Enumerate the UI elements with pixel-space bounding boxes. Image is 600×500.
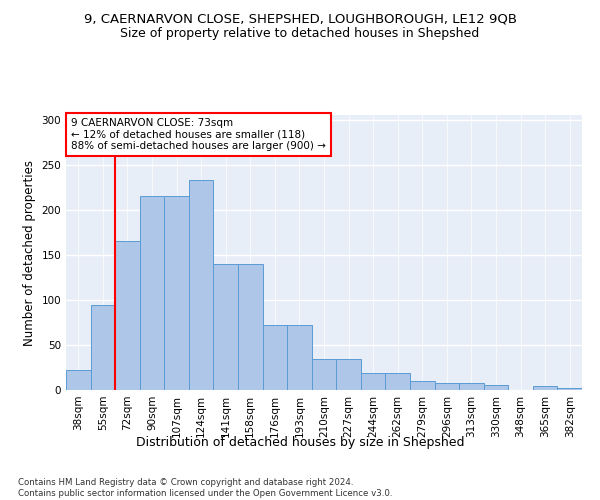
Bar xyxy=(115,241,140,390)
Text: 9 CAERNARVON CLOSE: 73sqm
← 12% of detached houses are smaller (118)
88% of semi: 9 CAERNARVON CLOSE: 73sqm ← 12% of detac… xyxy=(71,118,326,151)
Bar xyxy=(263,325,287,390)
Bar xyxy=(410,381,434,390)
Y-axis label: Number of detached properties: Number of detached properties xyxy=(23,160,36,346)
Text: Size of property relative to detached houses in Shepshed: Size of property relative to detached ho… xyxy=(121,28,479,40)
Bar xyxy=(214,264,238,390)
Bar xyxy=(238,264,263,390)
Bar xyxy=(459,383,484,390)
Bar xyxy=(140,196,164,390)
Bar xyxy=(557,388,582,390)
Text: Distribution of detached houses by size in Shepshed: Distribution of detached houses by size … xyxy=(136,436,464,449)
Bar xyxy=(361,373,385,390)
Bar xyxy=(385,373,410,390)
Bar xyxy=(91,305,115,390)
Bar xyxy=(189,180,214,390)
Text: Contains HM Land Registry data © Crown copyright and database right 2024.
Contai: Contains HM Land Registry data © Crown c… xyxy=(18,478,392,498)
Bar xyxy=(164,196,189,390)
Text: 9, CAERNARVON CLOSE, SHEPSHED, LOUGHBOROUGH, LE12 9QB: 9, CAERNARVON CLOSE, SHEPSHED, LOUGHBORO… xyxy=(83,12,517,26)
Bar xyxy=(66,370,91,390)
Bar xyxy=(434,383,459,390)
Bar xyxy=(312,360,336,390)
Bar xyxy=(287,325,312,390)
Bar xyxy=(336,360,361,390)
Bar xyxy=(484,386,508,390)
Bar xyxy=(533,386,557,390)
